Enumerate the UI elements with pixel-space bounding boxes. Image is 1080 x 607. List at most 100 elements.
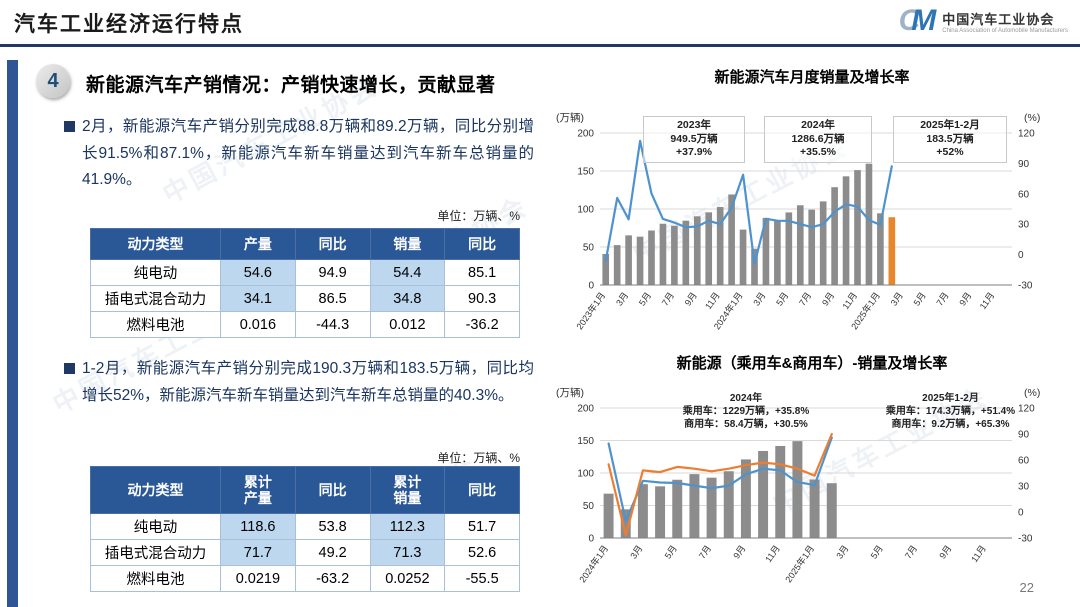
svg-text:(%): (%) bbox=[1024, 387, 1040, 399]
svg-text:200: 200 bbox=[577, 129, 594, 140]
header-divider bbox=[0, 44, 1080, 47]
svg-text:2025年1月: 2025年1月 bbox=[783, 543, 817, 585]
svg-text:11月: 11月 bbox=[763, 543, 782, 564]
svg-text:3月: 3月 bbox=[889, 290, 905, 307]
cell-output: 54.6 bbox=[220, 259, 296, 287]
annotation-line: 949.5万辆 bbox=[670, 132, 718, 145]
section-heading-sub: 产销快速增长，贡献显著 bbox=[281, 75, 496, 96]
left-accent-bar bbox=[7, 60, 18, 607]
caam-logo-text: 中国汽车工业协会 China Association of Automobile… bbox=[942, 9, 1068, 34]
logo-letter-m: M bbox=[911, 4, 937, 37]
svg-text:9月: 9月 bbox=[957, 290, 973, 307]
svg-text:0: 0 bbox=[1018, 250, 1024, 261]
svg-text:150: 150 bbox=[577, 167, 594, 178]
svg-text:3月: 3月 bbox=[628, 543, 644, 560]
svg-text:9月: 9月 bbox=[683, 290, 699, 307]
cell-cum-sales: 71.3 bbox=[369, 539, 446, 567]
svg-text:11月: 11月 bbox=[840, 290, 859, 311]
col-header-cum-sales: 累计销量 bbox=[369, 465, 446, 515]
annotation-line: +35.5% bbox=[800, 146, 836, 159]
cell-yoy: 53.8 bbox=[294, 513, 371, 541]
caam-name-en: China Association of Automobile Manufact… bbox=[942, 27, 1068, 34]
cell-yoy: -55.5 bbox=[444, 565, 520, 593]
cell-yoy: -63.2 bbox=[294, 565, 371, 593]
unit-label-1: 单位：万辆、% bbox=[437, 209, 520, 223]
cell-type: 插电式混合动力 bbox=[90, 539, 221, 567]
svg-text:(万辆): (万辆) bbox=[556, 386, 584, 399]
page-number: 22 bbox=[1019, 580, 1034, 595]
col-header-yoy: 同比 bbox=[444, 465, 520, 515]
annotation-line: 183.5万辆 bbox=[926, 132, 974, 145]
annotation-line: 商用车：9.2万辆，+65.3% bbox=[891, 419, 1010, 430]
chart1-plot: 0 50 100 150 200 -30 0 30 60 90 120 (万辆) (%) 2023年1月 3… bbox=[556, 111, 1040, 332]
table-row: 燃料电池 0.016 -44.3 0.012 -36.2 bbox=[90, 311, 520, 339]
svg-text:2023年1月: 2023年1月 bbox=[574, 290, 608, 332]
col-header-cum-output: 累计产量 bbox=[220, 465, 296, 515]
annotation-line: 商用车：58.4万辆，+30.5% bbox=[684, 419, 808, 430]
bullet-ytd-summary: 1-2月，新能源汽车产销分别完成190.3万辆和183.5万辆，同比均增长52%… bbox=[64, 356, 534, 409]
col-header-yoy: 同比 bbox=[444, 227, 520, 261]
page-title: 汽车工业经济运行特点 bbox=[14, 13, 244, 36]
cell-output: 34.1 bbox=[220, 285, 296, 313]
svg-text:9月: 9月 bbox=[820, 290, 836, 307]
svg-text:3月: 3月 bbox=[751, 290, 767, 307]
svg-text:11月: 11月 bbox=[969, 543, 988, 564]
svg-text:5月: 5月 bbox=[663, 543, 679, 560]
annotation-line: 乘用车：1229万辆，+35.8% bbox=[682, 406, 810, 417]
cell-cum-output: 71.7 bbox=[220, 539, 296, 567]
svg-text:120: 120 bbox=[1018, 129, 1035, 140]
ytd-output-sales-table: 动力类型 累计产量 同比 累计销量 同比 纯电动 118.6 53.8 112.… bbox=[90, 465, 520, 593]
svg-text:9月: 9月 bbox=[731, 543, 747, 560]
chart-pv-cv-sales-growth: 新能源（乘用车&商用车）-销量及增长率 0 50 100 150 200 -30 0 30 60… bbox=[548, 348, 1076, 596]
cell-yoy: 51.7 bbox=[444, 513, 520, 541]
table-row: 插电式混合动力 71.7 49.2 71.3 52.6 bbox=[90, 539, 520, 567]
chart1-annotation-2025: 2025年1-2月 183.5万辆 +52% bbox=[893, 116, 1007, 163]
svg-text:5月: 5月 bbox=[912, 290, 928, 307]
unit-label-2: 单位：万辆、% bbox=[437, 451, 520, 465]
svg-text:7月: 7月 bbox=[797, 290, 813, 307]
svg-text:30: 30 bbox=[1018, 220, 1030, 231]
svg-text:2024年1月: 2024年1月 bbox=[577, 543, 611, 585]
col-header-yoy: 同比 bbox=[294, 227, 371, 261]
cell-yoy: 49.2 bbox=[294, 539, 371, 567]
svg-text:9月: 9月 bbox=[937, 543, 953, 560]
table-row: 插电式混合动力 34.1 86.5 34.8 90.3 bbox=[90, 285, 520, 313]
svg-text:30: 30 bbox=[1018, 482, 1030, 493]
annotation-line: +37.9% bbox=[676, 146, 712, 159]
svg-text:-30: -30 bbox=[1018, 534, 1033, 545]
annotation-line: 乘用车：174.3万辆，+51.4% bbox=[885, 406, 1016, 417]
svg-text:0: 0 bbox=[588, 534, 594, 545]
svg-text:11月: 11月 bbox=[978, 290, 997, 311]
cell-type: 燃料电池 bbox=[90, 311, 221, 339]
bullet-ytd-text: 1-2月，新能源汽车产销分别完成190.3万辆和183.5万辆，同比均增长52%… bbox=[82, 360, 534, 404]
col-header-power-type: 动力类型 bbox=[90, 465, 221, 515]
cell-yoy: 85.1 bbox=[444, 259, 520, 287]
annotation-line: 1286.6万辆 bbox=[791, 132, 845, 145]
annotation-line: 2024年 bbox=[729, 393, 763, 404]
svg-text:120: 120 bbox=[1018, 404, 1035, 415]
col-header-cum-output-label: 累计产量 bbox=[243, 474, 272, 507]
annotation-line: +52% bbox=[936, 146, 964, 159]
svg-text:7月: 7月 bbox=[934, 290, 950, 307]
col-header-yoy: 同比 bbox=[294, 465, 371, 515]
cell-output: 0.016 bbox=[220, 311, 296, 339]
svg-text:90: 90 bbox=[1018, 159, 1030, 170]
svg-text:(%): (%) bbox=[1024, 112, 1040, 124]
bullet-feb-summary: 2月，新能源汽车产销分别完成88.8万辆和89.2万辆，同比分别增长91.5%和… bbox=[64, 114, 534, 194]
svg-text:200: 200 bbox=[577, 404, 594, 415]
cell-yoy: 90.3 bbox=[444, 285, 520, 313]
cell-yoy: 94.9 bbox=[294, 259, 371, 287]
cell-cum-sales: 112.3 bbox=[369, 513, 446, 541]
chart2-annotation-2024: 2024年 乘用车：1229万辆，+35.8% 商用车：58.4万辆，+30.5… bbox=[648, 392, 844, 431]
chart1-annotation-2024: 2024年 1286.6万辆 +35.5% bbox=[764, 116, 872, 163]
cell-type: 纯电动 bbox=[90, 259, 221, 287]
cell-sales: 0.012 bbox=[369, 311, 446, 339]
table-row: 纯电动 54.6 94.9 54.4 85.1 bbox=[90, 259, 520, 287]
svg-text:50: 50 bbox=[583, 501, 595, 512]
svg-text:100: 100 bbox=[577, 205, 594, 216]
chart1-annotation-2023: 2023年 949.5万辆 +37.9% bbox=[643, 116, 745, 163]
svg-text:0: 0 bbox=[588, 281, 594, 292]
svg-text:-30: -30 bbox=[1018, 281, 1033, 292]
svg-text:5月: 5月 bbox=[869, 543, 885, 560]
